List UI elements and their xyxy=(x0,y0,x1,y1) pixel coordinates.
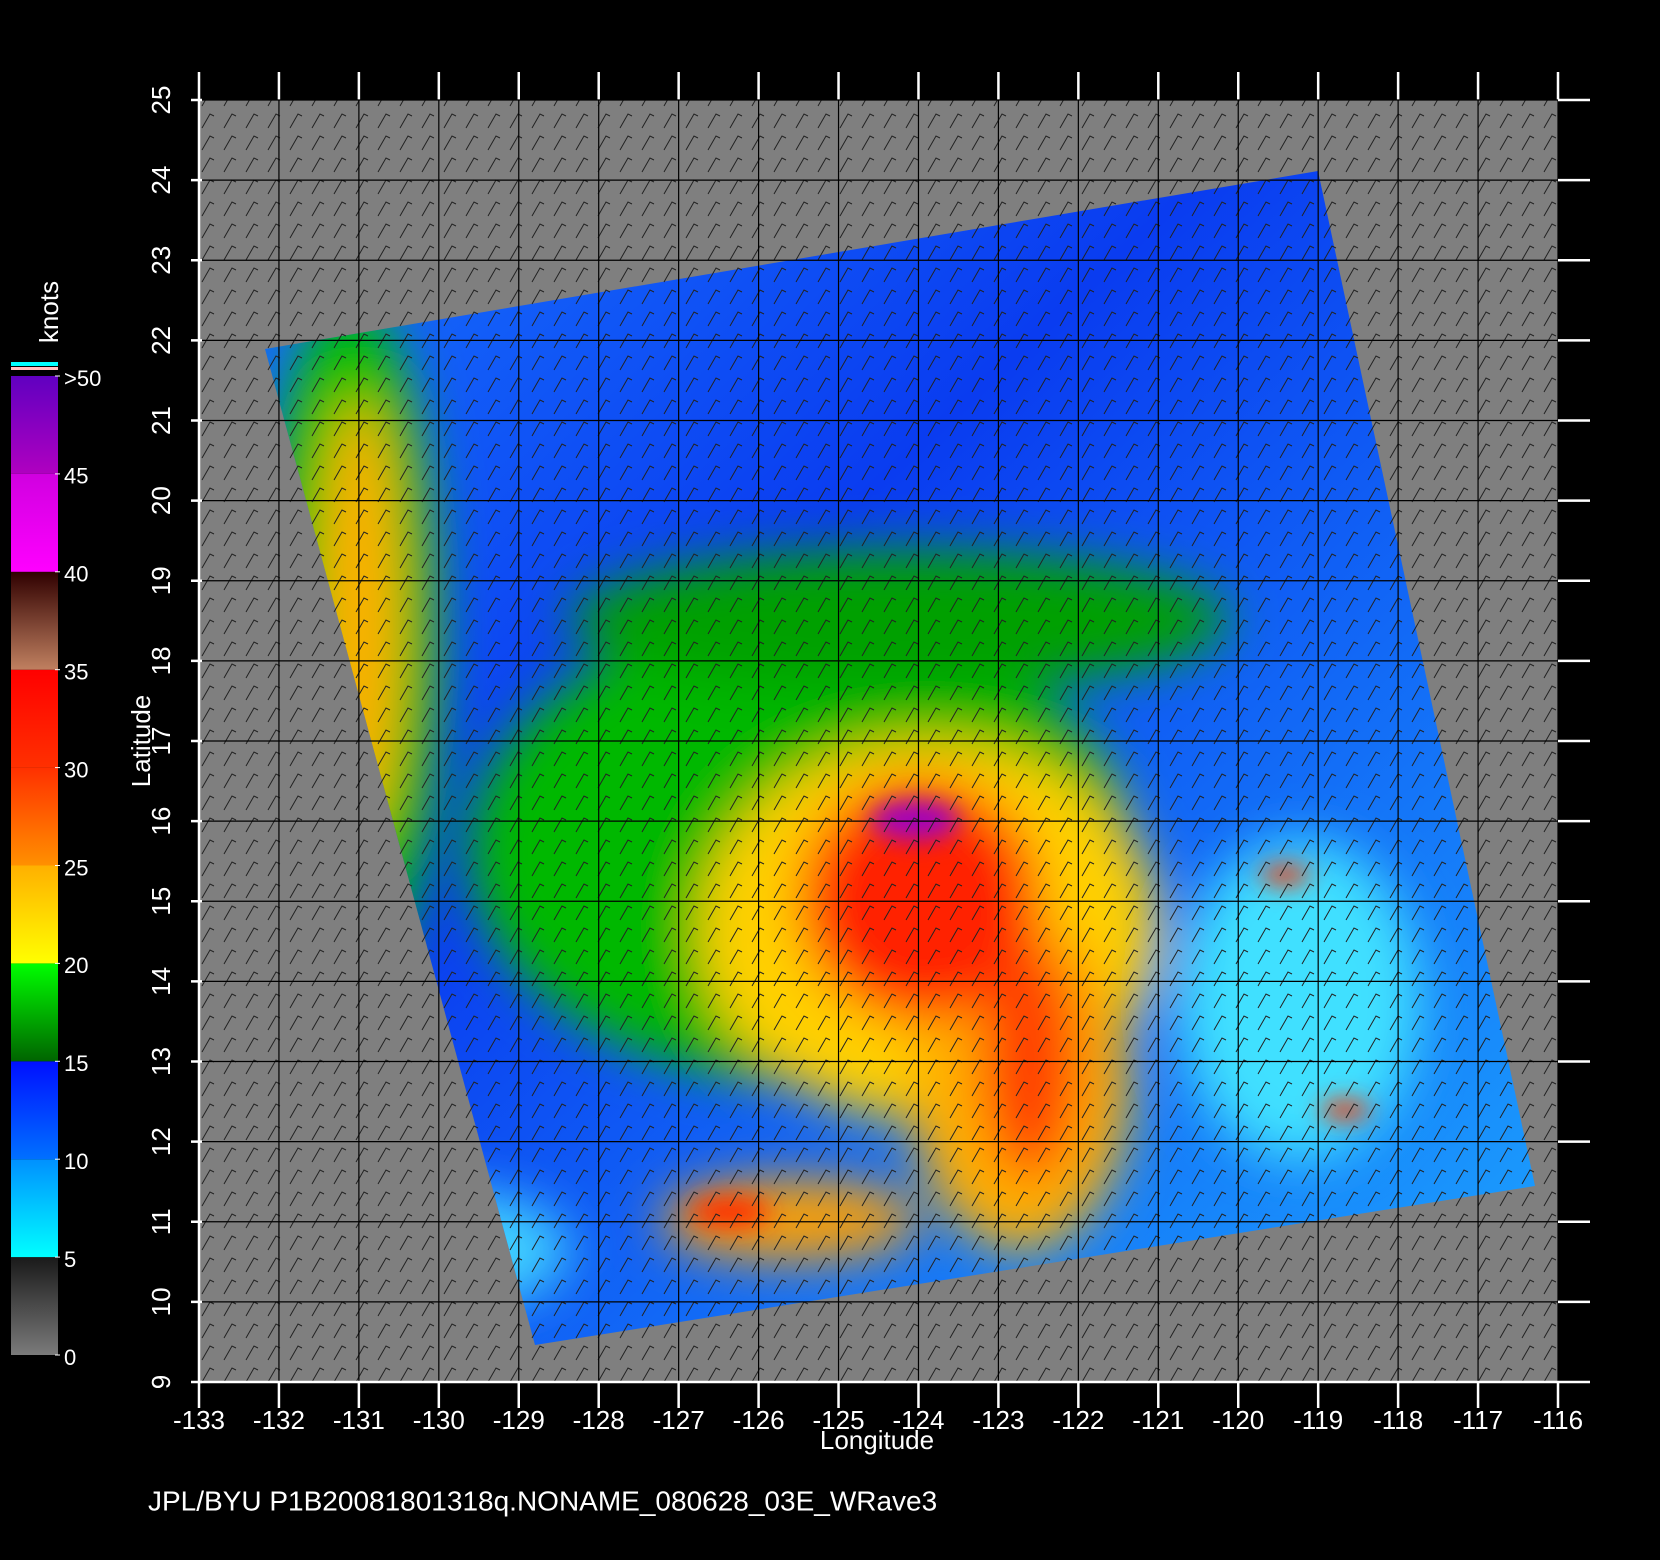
x-tick-label: -125 xyxy=(813,1405,865,1435)
colorbar-title: knots xyxy=(34,281,64,343)
colorbar: 0 5 10 15 20 25 30 35 40 45 >50 xyxy=(11,362,101,1370)
x-tick-label: -117 xyxy=(1453,1405,1503,1435)
y-tick-label: 18 xyxy=(146,646,176,675)
y-tick-label: 22 xyxy=(146,326,176,355)
y-tick-label: 13 xyxy=(146,1047,176,1076)
colorbar-stripe xyxy=(11,362,58,366)
y-tick-label: 20 xyxy=(146,486,176,515)
x-tick-label: -118 xyxy=(1373,1405,1423,1435)
colorbar-band xyxy=(11,376,58,474)
x-tick-label: -130 xyxy=(413,1405,465,1435)
x-tick-label: -121 xyxy=(1132,1405,1184,1435)
x-tick-label: -119 xyxy=(1293,1405,1343,1435)
colorbar-label: 15 xyxy=(64,1051,88,1076)
colorbar-band xyxy=(11,1061,58,1160)
colorbar-label: 35 xyxy=(64,660,88,685)
x-tick-label: -129 xyxy=(493,1405,545,1435)
y-tick-label: 23 xyxy=(146,246,176,275)
x-tick-label: -116 xyxy=(1533,1405,1583,1435)
colorbar-band xyxy=(11,1257,58,1355)
y-tick-label: 21 xyxy=(146,406,176,435)
colorbar-label: 45 xyxy=(64,464,88,489)
colorbar-band xyxy=(11,865,58,964)
x-axis-label: Longitude xyxy=(820,1425,934,1455)
x-tick-label: -133 xyxy=(173,1405,225,1435)
colorbar-band xyxy=(11,473,58,572)
y-tick-label: 24 xyxy=(146,166,176,195)
colorbar-label: 30 xyxy=(64,757,88,782)
x-tick-label: -120 xyxy=(1212,1405,1264,1435)
footer: JPL/BYU P1B20081801318q.NONAME_080628_03… xyxy=(148,1485,937,1516)
colorbar-band xyxy=(11,1159,58,1258)
y-tick-label: 17 xyxy=(146,727,176,756)
y-tick-label: 10 xyxy=(146,1287,176,1316)
x-tick-label: -127 xyxy=(653,1405,705,1435)
colorbar-band xyxy=(11,767,58,866)
y-tick-label: 9 xyxy=(146,1375,176,1389)
x-tick-label: -122 xyxy=(1052,1405,1104,1435)
axes: -133 -132 -131 -130 -129 -128 -127 -126 -125 -124… xyxy=(146,72,1590,1435)
y-tick-label: 12 xyxy=(146,1127,176,1156)
y-axis-label: Latitude xyxy=(126,695,156,788)
colorbar-label: >50 xyxy=(64,366,101,391)
x-tick-label: -123 xyxy=(972,1405,1024,1435)
colorbar-label: 0 xyxy=(64,1345,76,1370)
colorbar-label: 5 xyxy=(64,1247,76,1272)
colorbar-label: 20 xyxy=(64,953,88,978)
colorbar-band xyxy=(11,571,58,670)
colorbar-label: 25 xyxy=(64,855,88,880)
y-tick-label: 15 xyxy=(146,887,176,916)
x-tick-label: -126 xyxy=(733,1405,785,1435)
colorbar-stripe xyxy=(11,367,58,370)
x-tick-label: -124 xyxy=(892,1405,944,1435)
y-tick-label: 16 xyxy=(146,807,176,836)
y-tick-label: 19 xyxy=(146,566,176,595)
colorbar-label: 10 xyxy=(64,1149,88,1174)
colorbar-band xyxy=(11,963,58,1062)
x-tick-label: -132 xyxy=(253,1405,305,1435)
colorbar-band xyxy=(11,669,58,768)
colorbar-label: 40 xyxy=(64,562,88,587)
y-tick-label: 14 xyxy=(146,967,176,996)
x-tick-label: -131 xyxy=(333,1405,385,1435)
x-tick-label: -128 xyxy=(573,1405,625,1435)
y-tick-label: 11 xyxy=(146,1208,176,1235)
y-tick-label: 25 xyxy=(146,86,176,115)
